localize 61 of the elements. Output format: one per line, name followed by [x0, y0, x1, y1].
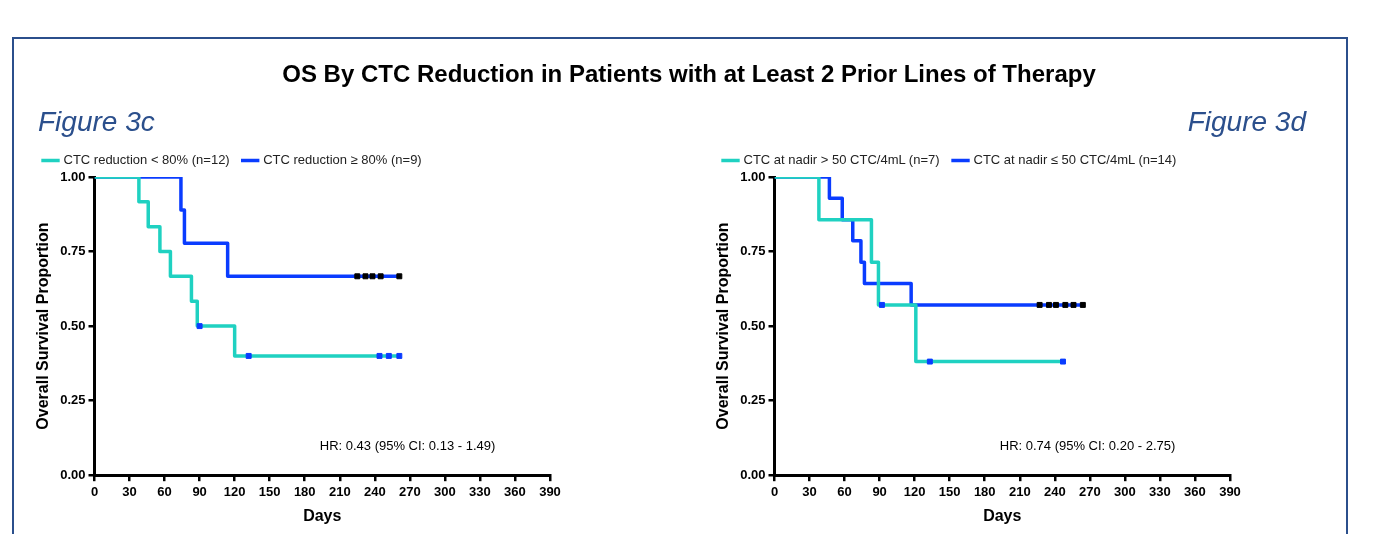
point: [369, 273, 376, 280]
y-tick-label: 1.00: [740, 168, 766, 184]
x-tick-label: 360: [1184, 483, 1206, 499]
x-tick-label: 360: [504, 483, 526, 499]
x-tick-label: 390: [539, 483, 561, 499]
x-tick-label: 330: [469, 483, 491, 499]
legend-label: CTC at nadir > 50 CTC/4mL (n=7): [743, 152, 940, 168]
x-tick-label: 90: [192, 483, 207, 499]
x-tick-label: 240: [363, 483, 386, 499]
x-tick-label: 150: [258, 483, 281, 499]
point: [396, 273, 403, 280]
x-tick-label: 60: [157, 483, 172, 499]
point: [245, 352, 252, 359]
x-tick-label: 180: [293, 483, 316, 499]
point: [354, 273, 361, 280]
legend-label: CTC reduction ≥ 80% (n=9): [263, 152, 422, 168]
y-tick-label: 0.75: [60, 243, 86, 259]
annotation: HR: 0.43 (95% CI: 0.13 - 1.49): [319, 438, 496, 454]
y-tick-label: 0.00: [740, 466, 766, 482]
point: [396, 352, 403, 359]
y-axis-title: Overall Survival Proportion: [34, 222, 52, 430]
x-tick-label: 120: [903, 483, 926, 499]
x-tick-label: 0: [90, 483, 99, 499]
x-tick-label: 270: [1079, 483, 1101, 499]
y-tick-label: 0.75: [740, 243, 766, 259]
point: [377, 273, 384, 280]
x-tick-label: 210: [1008, 483, 1031, 499]
legend-label: CTC at nadir ≤ 50 CTC/4mL (n=14): [973, 152, 1177, 168]
y-tick-label: 0.50: [740, 317, 766, 333]
x-tick-label: 60: [837, 483, 852, 499]
y-tick-label: 0.50: [60, 317, 86, 333]
point: [385, 352, 392, 359]
annotation: HR: 0.74 (95% CI: 0.20 - 2.75): [999, 438, 1176, 454]
point: [196, 323, 203, 330]
text: OS By CTC Reduction in Patients with at Least 2 Prior Lines of Therapy: [281, 60, 1097, 88]
chart-subtitle: Figure 3c: [38, 106, 155, 138]
x-tick-label: 270: [399, 483, 421, 499]
y-tick-label: 0.25: [60, 392, 86, 408]
x-tick-label: 300: [434, 483, 456, 499]
y-tick-label: 0.00: [60, 466, 86, 482]
x-tick-label: 150: [938, 483, 961, 499]
legend-label: CTC reduction < 80% (n=12): [63, 152, 230, 168]
x-tick-label: 330: [1149, 483, 1171, 499]
x-tick-label: 120: [223, 483, 246, 499]
x-tick-label: 90: [872, 483, 887, 499]
x-tick-label: 390: [1219, 483, 1241, 499]
y-tick-label: 0.25: [740, 392, 766, 408]
x-tick-label: 30: [122, 483, 137, 499]
x-axis-title: Days: [983, 506, 1022, 524]
x-tick-label: 210: [328, 483, 351, 499]
point: [376, 352, 383, 359]
x-axis-title: Days: [303, 506, 342, 524]
x-tick-label: 0: [770, 483, 779, 499]
x-tick-label: 180: [973, 483, 996, 499]
x-tick-label: 300: [1114, 483, 1136, 499]
y-axis-title: Overall Survival Proportion: [714, 222, 732, 430]
x-tick-label: 240: [1043, 483, 1066, 499]
x-tick-label: 30: [802, 483, 817, 499]
y-tick-label: 1.00: [60, 168, 86, 184]
chart-subtitle: Figure 3d: [1187, 106, 1306, 138]
point: [362, 273, 369, 280]
